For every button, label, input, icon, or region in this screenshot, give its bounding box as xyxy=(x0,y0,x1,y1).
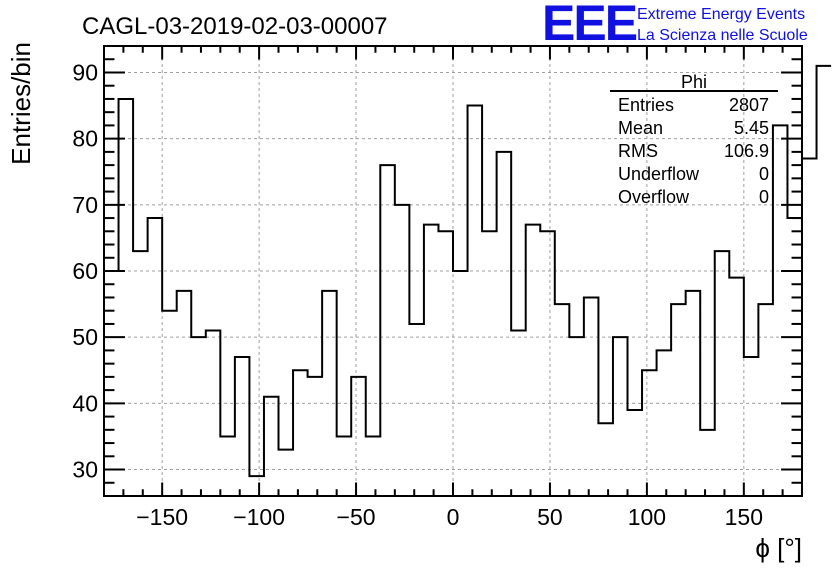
y-tick-label: 40 xyxy=(72,390,98,416)
stats-label: Entries xyxy=(618,95,674,115)
stats-label: Underflow xyxy=(618,164,700,184)
stats-value: 0 xyxy=(759,164,769,184)
y-tick-label: 50 xyxy=(72,324,98,350)
stats-label: Mean xyxy=(618,118,663,138)
stats-value: 0 xyxy=(759,187,769,207)
stats-value: 5.45 xyxy=(734,118,769,138)
y-tick-label: 60 xyxy=(72,258,98,284)
x-tick-label: −150 xyxy=(136,504,188,530)
stats-box: Phi Entries 2807 Mean 5.45 RMS 106.9 Underflow… xyxy=(610,72,778,207)
x-tick-label: 100 xyxy=(628,504,666,530)
eee-logo: EEE Extreme Energy Events La Scienza nel… xyxy=(542,0,808,51)
stats-value: 2807 xyxy=(729,95,769,115)
y-tick-label: 80 xyxy=(72,126,98,152)
logo-line-2: La Scienza nelle Scuole xyxy=(637,27,808,44)
chart-title: CAGL-03-2019-02-03-00007 xyxy=(82,13,388,40)
stats-name: Phi xyxy=(681,72,707,92)
plot-frame xyxy=(103,45,803,497)
x-tick-label: 0 xyxy=(447,504,460,530)
logo-mark: EEE xyxy=(542,0,637,51)
axis-ticks: −150 −100 −50 0 50 100 150 30 40 50 60 70 80 90 xyxy=(72,45,803,530)
stats-label: RMS xyxy=(618,141,658,161)
stats-value: 106.9 xyxy=(724,141,769,161)
x-tick-label: −50 xyxy=(337,504,376,530)
x-tick-label: −100 xyxy=(233,504,285,530)
y-axis-title: Entries/bin xyxy=(6,42,36,165)
stats-label: Overflow xyxy=(618,187,690,207)
x-tick-label: 50 xyxy=(537,504,563,530)
y-tick-label: 90 xyxy=(72,59,98,85)
histogram-outline xyxy=(104,64,832,478)
x-tick-label: 150 xyxy=(725,504,763,530)
x-axis-title: ϕ [°] xyxy=(755,533,802,563)
y-tick-label: 30 xyxy=(72,457,98,483)
logo-line-1: Extreme Energy Events xyxy=(637,6,805,23)
y-tick-label: 70 xyxy=(72,192,98,218)
